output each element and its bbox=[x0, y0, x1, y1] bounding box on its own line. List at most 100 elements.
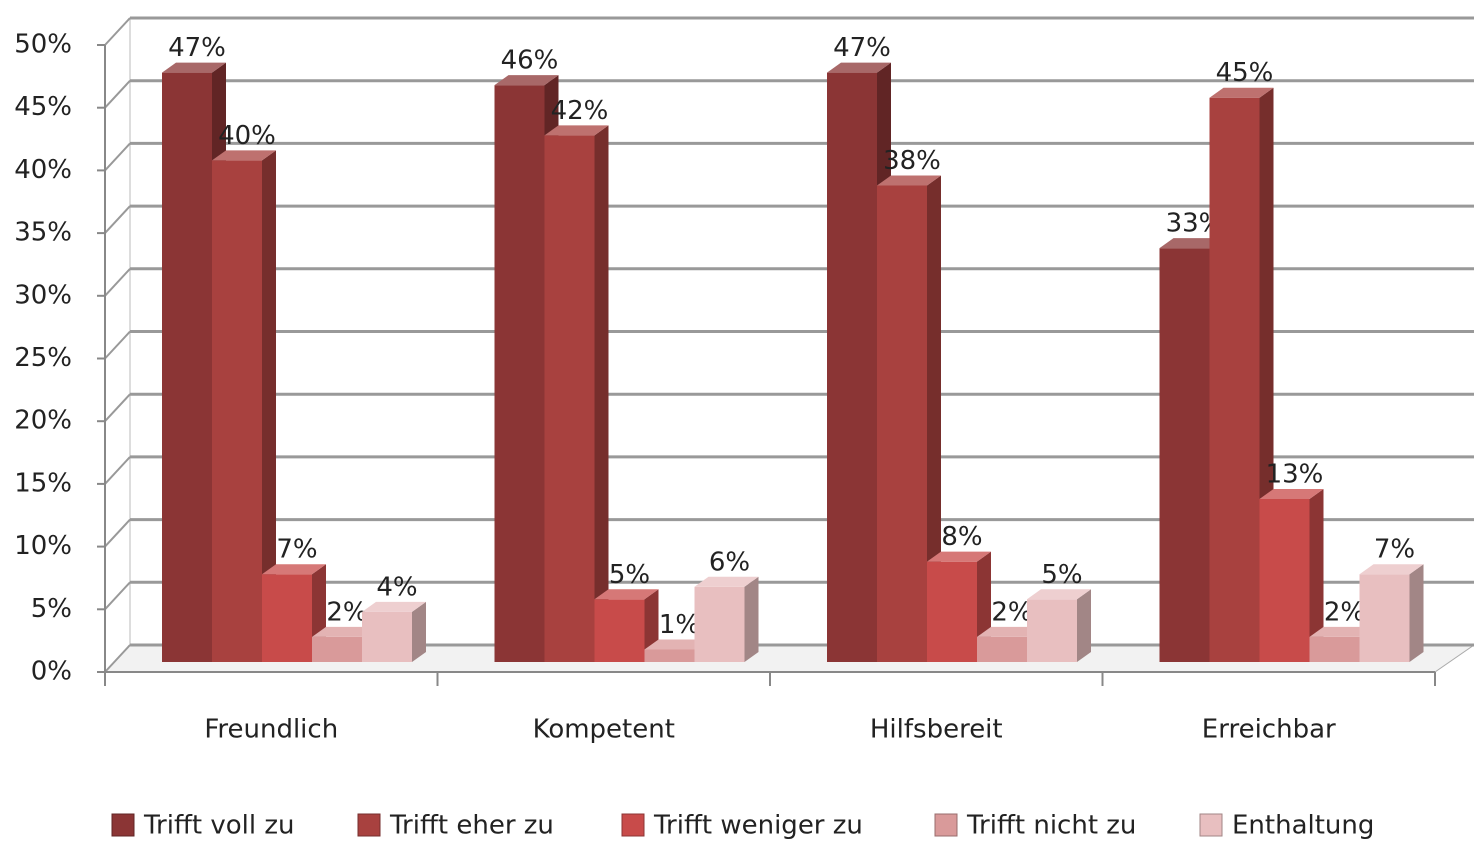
y-tick-label: 45% bbox=[14, 92, 72, 122]
grid-line-side bbox=[104, 456, 131, 485]
bar-side bbox=[594, 125, 609, 662]
grid-line-side bbox=[104, 268, 131, 297]
data-label: 47% bbox=[833, 33, 891, 63]
legend-label: Trifft nicht zu bbox=[966, 811, 1136, 841]
y-tick-label: 5% bbox=[31, 594, 72, 624]
bar-top bbox=[544, 125, 609, 136]
legend-label: Trifft eher zu bbox=[389, 811, 554, 841]
bar-side bbox=[1409, 564, 1424, 662]
data-label: 1% bbox=[659, 610, 700, 640]
bar bbox=[1259, 498, 1310, 662]
grid-line-side bbox=[104, 142, 131, 172]
bar bbox=[544, 135, 595, 662]
y-tick-label: 20% bbox=[14, 406, 72, 436]
data-label: 45% bbox=[1216, 58, 1274, 88]
bar-top bbox=[312, 626, 376, 637]
bar-top bbox=[1159, 238, 1224, 249]
bar bbox=[212, 160, 262, 662]
bar-top bbox=[1259, 488, 1324, 499]
data-label: 8% bbox=[941, 522, 982, 552]
data-label: 7% bbox=[276, 535, 317, 565]
bar-top bbox=[1309, 626, 1374, 637]
data-label: 42% bbox=[551, 96, 609, 126]
bar bbox=[162, 72, 212, 663]
data-label: 5% bbox=[609, 560, 650, 590]
y-tick-label: 15% bbox=[14, 468, 72, 498]
bar-top bbox=[1209, 87, 1274, 98]
grid-line-side bbox=[104, 17, 131, 46]
bar bbox=[262, 574, 312, 662]
y-tick-label: 25% bbox=[14, 343, 72, 373]
bar-top bbox=[1359, 564, 1424, 575]
data-label: 4% bbox=[376, 572, 417, 602]
bar-side bbox=[744, 576, 759, 662]
data-label: 13% bbox=[1266, 459, 1324, 489]
legend-label: Trifft voll zu bbox=[143, 811, 294, 841]
legend-label: Enthaltung bbox=[1232, 811, 1374, 841]
grid-line-side bbox=[104, 205, 131, 234]
data-label: 2% bbox=[326, 597, 367, 627]
data-label: 38% bbox=[883, 146, 941, 176]
bar bbox=[694, 586, 745, 662]
bar-top bbox=[644, 639, 709, 650]
x-tick-label: Hilfsbereit bbox=[870, 715, 1003, 745]
grid-line-side bbox=[104, 581, 131, 610]
data-label: 46% bbox=[501, 46, 559, 76]
legend-label: Trifft weniger zu bbox=[653, 811, 863, 841]
y-tick-label: 30% bbox=[14, 280, 72, 310]
grid-line-side bbox=[104, 644, 131, 673]
bar bbox=[827, 72, 877, 663]
bar-top bbox=[1027, 589, 1091, 600]
y-tick-label: 40% bbox=[14, 155, 72, 185]
bar-top bbox=[262, 564, 326, 575]
y-tick-label: 35% bbox=[14, 218, 72, 248]
legend-marker bbox=[111, 813, 135, 837]
bar-side bbox=[927, 175, 941, 663]
bar-top bbox=[977, 626, 1041, 637]
bar-top bbox=[594, 589, 659, 600]
legend-marker bbox=[621, 813, 645, 837]
bar-top bbox=[162, 62, 226, 73]
legend-marker bbox=[1199, 813, 1223, 837]
bar-top bbox=[494, 75, 559, 86]
legend-marker bbox=[934, 813, 958, 837]
bar-top bbox=[827, 62, 891, 73]
data-label: 5% bbox=[1041, 560, 1082, 590]
grid-line-side bbox=[104, 330, 131, 360]
bar bbox=[312, 636, 362, 662]
data-label: 2% bbox=[1324, 597, 1365, 627]
bar-top bbox=[362, 601, 426, 612]
bar bbox=[927, 561, 977, 662]
data-label: 47% bbox=[168, 33, 226, 63]
grid-line-side bbox=[104, 518, 131, 548]
x-tick-label: Kompetent bbox=[533, 715, 675, 745]
y-tick-label: 50% bbox=[14, 30, 72, 60]
data-label: 6% bbox=[709, 547, 750, 577]
bar bbox=[644, 649, 695, 662]
bar-side bbox=[1309, 488, 1324, 662]
data-label: 40% bbox=[218, 121, 276, 151]
bar-side bbox=[1077, 589, 1091, 662]
y-tick-label: 10% bbox=[14, 531, 72, 561]
bar bbox=[1359, 574, 1410, 662]
data-label: 7% bbox=[1374, 535, 1415, 565]
grid-line-side bbox=[104, 393, 131, 422]
bar bbox=[494, 85, 545, 662]
bar-side bbox=[262, 150, 276, 662]
bar bbox=[877, 185, 927, 663]
bar-top bbox=[877, 175, 941, 186]
bar-top bbox=[694, 576, 759, 587]
legend-marker bbox=[357, 813, 381, 837]
x-tick-label: Freundlich bbox=[204, 715, 338, 745]
data-label: 2% bbox=[991, 597, 1032, 627]
bar bbox=[594, 599, 645, 662]
bar bbox=[1309, 636, 1360, 662]
bar-top bbox=[212, 150, 276, 161]
bar bbox=[1027, 599, 1077, 662]
bar bbox=[1209, 97, 1260, 662]
y-tick-label: 0% bbox=[31, 657, 72, 687]
bar-top bbox=[927, 551, 991, 562]
bar bbox=[362, 611, 412, 662]
bar bbox=[977, 636, 1027, 662]
